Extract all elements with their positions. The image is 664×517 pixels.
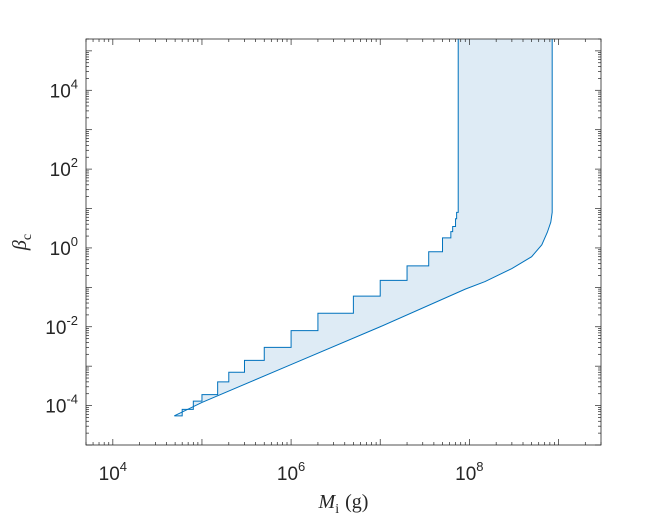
feasible-region-fill <box>174 39 553 416</box>
x-tick-exponent: 4 <box>120 459 127 474</box>
x-axis-subscript: i <box>335 502 339 517</box>
y-tick-label: 102 <box>50 155 78 181</box>
x-tick-label: 104 <box>99 459 127 485</box>
y-tick-label: 100 <box>50 234 78 260</box>
y-tick-base: 10 <box>50 81 71 102</box>
y-tick-exponent: 4 <box>71 76 78 91</box>
y-tick-exponent: -2 <box>66 313 78 328</box>
x-tick-exponent: 6 <box>298 459 305 474</box>
x-tick-label: 106 <box>277 459 305 485</box>
x-axis-symbol: M <box>318 491 337 513</box>
x-tick-exponent: 8 <box>476 459 483 474</box>
y-tick-base: 10 <box>50 239 71 260</box>
y-axis-symbol: β <box>9 240 31 251</box>
region-fill-polygon <box>174 39 553 416</box>
upper-boundary-line <box>174 39 459 417</box>
y-tick-exponent: -4 <box>66 392 78 407</box>
y-tick-exponent: 0 <box>71 234 78 249</box>
y-tick-exponent: 2 <box>71 155 78 170</box>
y-tick-label: 104 <box>50 76 78 102</box>
x-tick-base: 10 <box>277 464 298 485</box>
y-axis-label: βc <box>9 234 35 251</box>
x-tick-base: 10 <box>455 464 476 485</box>
y-tick-base: 10 <box>45 397 66 418</box>
y-tick-label: 10-4 <box>45 392 78 418</box>
x-tick-base: 10 <box>99 464 120 485</box>
axes-frame <box>85 38 602 446</box>
y-tick-base: 10 <box>45 318 66 339</box>
y-axis-subscript: c <box>20 234 35 240</box>
region-boundary-lines <box>174 39 553 417</box>
tick-marks <box>85 38 602 446</box>
x-tick-label: 108 <box>455 459 483 485</box>
y-tick-base: 10 <box>50 160 71 181</box>
x-axis-unit: (g) <box>345 491 368 513</box>
x-axis-label: Mi (g) <box>318 491 369 517</box>
y-tick-label: 10-2 <box>45 313 78 339</box>
lower-boundary-line <box>174 39 553 417</box>
plot-frame <box>85 38 602 446</box>
